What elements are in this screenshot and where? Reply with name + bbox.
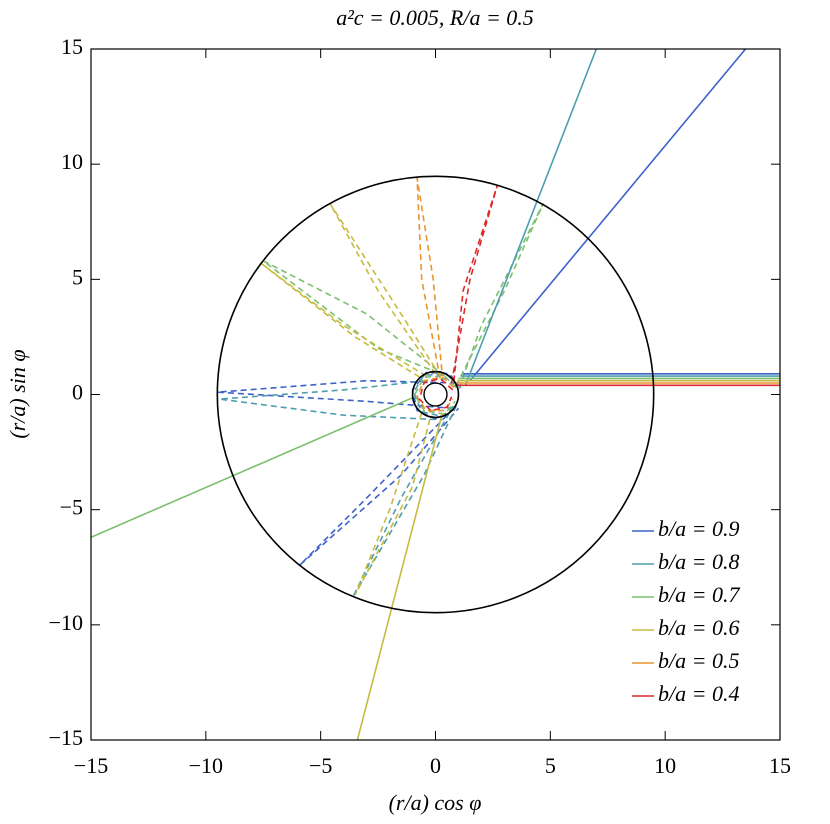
legend-label: b/a = 0.5 <box>658 648 739 673</box>
legend-label: b/a = 0.4 <box>658 681 739 706</box>
chart-title: a²c = 0.005, R/a = 0.5 <box>336 5 534 30</box>
x-tick-label: 10 <box>654 753 676 778</box>
y-tick-label: −5 <box>60 495 83 520</box>
x-tick-label: 15 <box>769 753 791 778</box>
y-tick-label: 10 <box>61 149 83 174</box>
y-axis-label: (r/a) sin φ <box>5 349 30 438</box>
trajectory-solid <box>460 49 780 386</box>
trajectory-dashed <box>416 177 455 412</box>
x-axis-label: (r/a) cos φ <box>389 790 482 815</box>
legend-label: b/a = 0.9 <box>658 516 739 541</box>
trajectory-solid <box>91 377 780 539</box>
legend-label: b/a = 0.7 <box>658 582 740 607</box>
y-tick-label: 5 <box>72 264 83 289</box>
x-tick-label: −5 <box>309 753 332 778</box>
circle <box>216 175 655 614</box>
x-tick-label: 5 <box>545 753 556 778</box>
legend-label: b/a = 0.6 <box>658 615 739 640</box>
x-tick-label: −15 <box>74 753 108 778</box>
circle <box>423 382 448 407</box>
trajectory-solid <box>356 379 780 740</box>
y-tick-label: −10 <box>49 610 83 635</box>
legend-label: b/a = 0.8 <box>658 549 739 574</box>
trajectory-solid <box>463 49 780 382</box>
circle <box>411 370 460 419</box>
x-tick-label: 0 <box>430 753 441 778</box>
trajectory-dashed <box>217 371 462 566</box>
y-tick-label: −15 <box>49 725 83 750</box>
y-tick-label: 0 <box>72 380 83 405</box>
y-tick-label: 15 <box>61 34 83 59</box>
plot-area <box>91 49 780 740</box>
x-tick-label: −10 <box>189 753 223 778</box>
